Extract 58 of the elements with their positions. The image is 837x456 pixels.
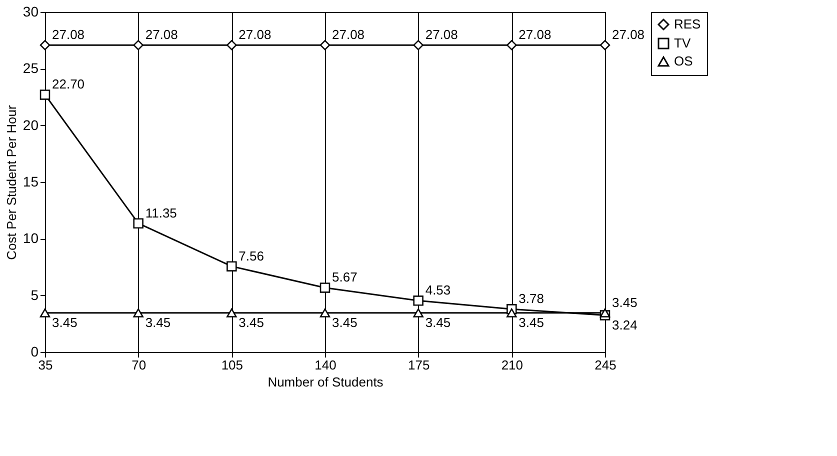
point [320,40,330,50]
legend-label: TV [674,36,691,50]
data-label: 3.24 [612,317,638,332]
x-tick-label: 210 [501,358,524,372]
data-label: 3.45 [238,314,264,330]
data-label: 27.08 [425,27,458,42]
data-label: 27.08 [238,27,272,42]
data-label: 11.35 [145,205,177,220]
x-tick-label: 140 [314,358,336,372]
point [226,40,237,50]
x-tick-label: 70 [132,358,146,372]
data-label: 27.08 [332,27,365,42]
point [506,308,517,318]
data-label: 22.70 [52,76,85,92]
point [600,40,610,50]
point [600,308,610,318]
point [226,308,237,318]
y-tick-label: 5 [30,286,39,303]
point [133,218,144,228]
data-label: 7.56 [238,248,264,264]
x-tick-label: 245 [594,358,616,372]
data-label: 4.53 [425,282,451,298]
x-axis-title: Number of Students [268,374,384,390]
data-label: 3.45 [612,294,638,310]
x-tick-label: 105 [221,358,244,372]
point [133,40,144,50]
data-label: 27.08 [52,27,85,42]
y-tick-label: 15 [22,174,39,190]
point [40,90,50,100]
point [320,308,330,318]
point [226,261,237,272]
legend-label: RES [674,16,702,32]
data-label: 3.45 [52,314,78,330]
data-label: 3.78 [518,291,544,306]
point [40,40,50,50]
data-label: 27.08 [518,27,552,42]
x-tick-label: 175 [408,358,430,372]
x-tick-label: 35 [38,358,53,372]
data-label: 3.45 [332,314,358,330]
point [413,40,424,50]
data-label: 3.45 [518,314,544,330]
y-tick-label: 25 [22,60,39,76]
y-tick-label: 10 [22,230,39,246]
point [506,40,517,50]
data-label: 27.08 [145,27,178,42]
point [413,296,424,306]
point [413,308,424,318]
data-label: 3.45 [145,314,171,330]
y-tick-label: 30 [22,4,39,20]
legend-label: OS [674,54,694,68]
y-tick-label: 20 [22,116,39,133]
data-label: 27.08 [612,27,645,42]
data-label: 5.67 [332,270,358,285]
y-axis-title: Cost Per Student Per Hour [4,104,19,260]
data-label: 3.45 [425,314,451,330]
point [133,308,144,318]
point [320,282,330,293]
y-tick-label: 0 [30,344,39,360]
